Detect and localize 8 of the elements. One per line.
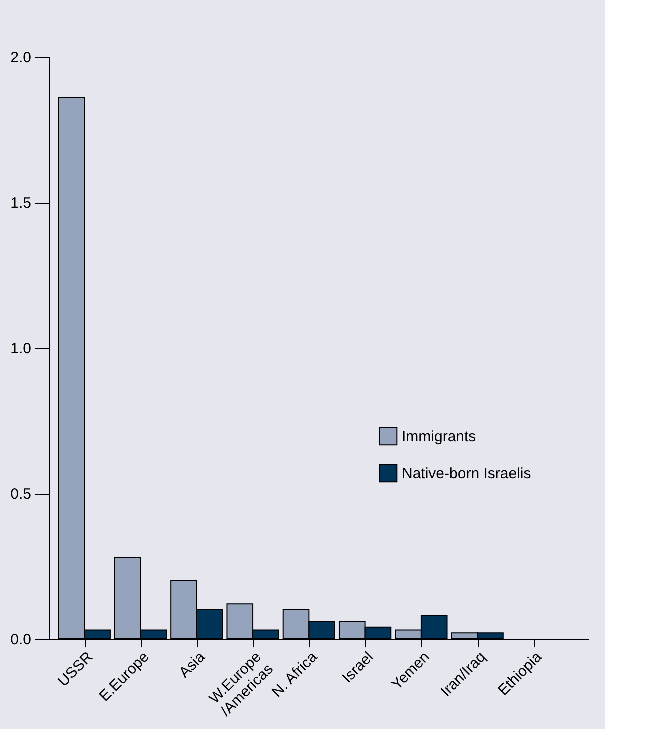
x-tick-label: Asia [176, 648, 210, 682]
y-tick-label: 1.5 [10, 195, 32, 212]
y-tick-label: 2.0 [10, 50, 32, 66]
y-tick-label: 0.5 [10, 486, 32, 503]
legend-label: Native-born Israelis [402, 466, 532, 482]
y-tick-label: 1.0 [10, 340, 32, 358]
legend-label: Immigrants [402, 428, 476, 446]
y-tick-label: 0.0 [10, 632, 32, 648]
